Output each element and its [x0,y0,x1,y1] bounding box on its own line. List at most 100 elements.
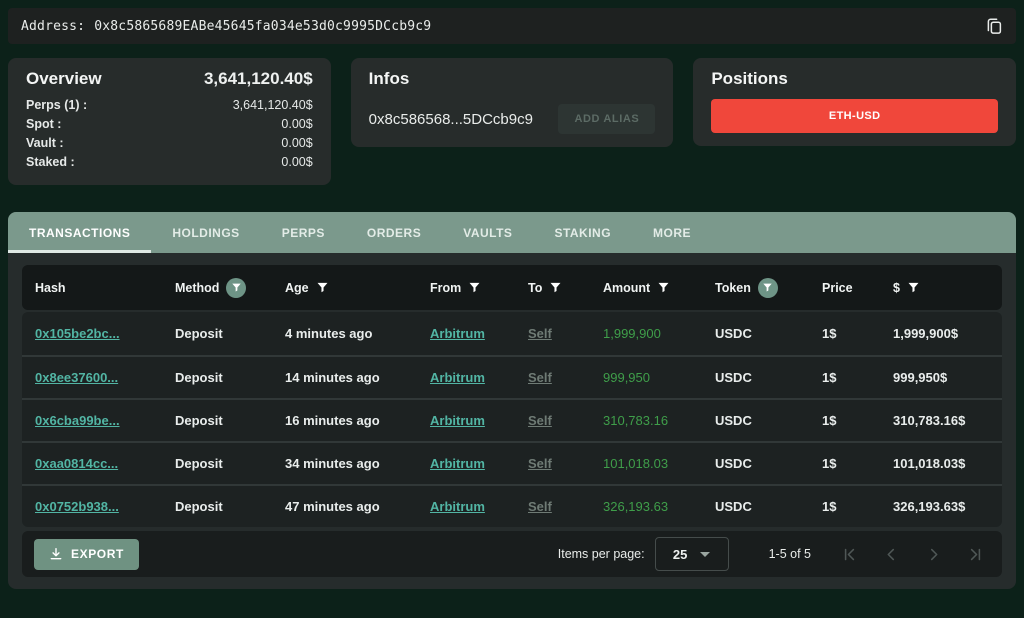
filter-icon[interactable] [226,277,247,298]
main-panel: TRANSACTIONS HOLDINGS PERPS ORDERS VAULTS STA… [8,212,1016,589]
column-header-usd: $ [880,281,1002,295]
overview-row-value: 0.00$ [281,155,313,169]
from-link[interactable]: Arbitrum [430,499,485,514]
active-tab-underline [8,250,152,253]
age-cell: 4 minutes ago [285,326,373,341]
hash-link[interactable]: 0xaa0814cc... [35,456,119,471]
previous-page-button[interactable] [877,540,906,569]
method-cell: Deposit [175,326,223,341]
items-per-page-value: 25 [672,546,688,562]
tab-label: HOLDINGS [172,225,240,240]
to-link[interactable]: Self [528,370,552,385]
price-cell: 1$ [822,456,837,471]
tab-perps[interactable]: PERPS [261,212,346,253]
overview-row-perps-1: Perps (1) : 3,641,120.40$ [26,96,313,115]
to-link[interactable]: Self [528,326,552,341]
column-label: Method [175,280,220,295]
copy-icon [985,16,1003,36]
from-link[interactable]: Arbitrum [430,326,485,341]
last-page-button[interactable] [961,540,990,569]
from-link[interactable]: Arbitrum [430,413,485,428]
positions-list: ETH-USD [711,89,999,133]
download-icon [49,547,63,561]
first-page-button[interactable] [835,540,864,569]
tab-staking[interactable]: STAKING [533,212,632,253]
address-label: Address: [21,18,86,34]
method-cell: Deposit [175,499,223,514]
add-alias-button[interactable]: ADD ALIAS [558,104,656,134]
to-link[interactable]: Self [528,456,552,471]
hash-link[interactable]: 0x105be2bc... [35,326,120,341]
table-row: 0x105be2bc... Deposit 4 minutes ago Arbitru… [22,312,1002,355]
items-per-page-label: Items per page: [557,547,645,561]
column-label: Amount [603,280,651,295]
first-page-icon [841,546,858,563]
token-cell: USDC [715,456,752,471]
column-header-from: From [417,281,515,295]
amount-cell: 1,999,900 [603,326,661,341]
table-row: 0xaa0814cc... Deposit 34 minutes ago Arbitr… [22,441,1002,484]
transactions-table: Hash Method Age From To Amount Token Price $ 0x1… [8,253,1016,589]
positions-title: Positions [711,69,788,88]
overview-row-value: 0.00$ [281,136,313,150]
summary-cards: Overview 3,641,120.40$ Perps (1) : 3,641,… [8,58,1017,185]
copy-address-button[interactable] [985,16,1003,36]
tab-vaults[interactable]: VAULTS [442,212,533,253]
export-button[interactable]: EXPORT [34,538,139,570]
filter-icon[interactable] [757,277,778,298]
price-cell: 1$ [822,326,837,341]
to-link[interactable]: Self [528,413,552,428]
from-link[interactable]: Arbitrum [430,370,485,385]
positions-card: Positions ETH-USD [693,58,1017,146]
tab-label: ORDERS [366,225,422,240]
filter-icon[interactable] [657,281,670,294]
method-cell: Deposit [175,370,223,385]
tab-transactions[interactable]: TRANSACTIONS [8,212,152,253]
column-header-token: Token [702,277,809,298]
filter-icon[interactable] [549,281,562,294]
token-cell: USDC [715,413,752,428]
pagination-controls: Items per page: 25 1-5 of 5 [558,537,990,571]
next-page-button[interactable] [919,540,948,569]
infos-title: Infos [368,69,410,88]
overview-breakdown: Perps (1) :3,641,120.40$ Spot :0.00$ Vault… [26,96,313,172]
overview-row-value: 3,641,120.40$ [232,98,313,112]
amount-cell: 101,018.03 [603,456,669,471]
overview-card: Overview 3,641,120.40$ Perps (1) : 3,641,… [8,58,331,185]
usd-value-cell: 326,193.63$ [893,499,966,514]
hash-link[interactable]: 0x6cba99be... [35,413,120,428]
tab-more[interactable]: MORE [632,212,712,253]
to-link[interactable]: Self [528,499,552,514]
tab-holdings[interactable]: HOLDINGS [151,212,260,253]
hash-link[interactable]: 0x8ee37600... [35,370,119,385]
column-label: Age [285,280,309,295]
from-link[interactable]: Arbitrum [430,456,485,471]
export-label: EXPORT [71,547,124,561]
position-button-eth-usd[interactable]: ETH-USD [711,99,999,133]
short-address: 0x8c586568...5DCcb9c9 [368,110,533,128]
tab-orders[interactable]: ORDERS [346,212,442,253]
price-cell: 1$ [822,370,837,385]
token-cell: USDC [715,326,752,341]
table-footer: EXPORT Items per page: 25 1-5 of 5 [22,531,1002,577]
items-per-page-select[interactable]: 25 [654,537,729,571]
filter-icon[interactable] [907,281,920,294]
overview-row-staked: Staked : 0.00$ [26,153,313,172]
usd-value-cell: 999,950$ [893,370,948,385]
last-page-icon [967,546,984,563]
method-cell: Deposit [175,413,223,428]
usd-value-cell: 101,018.03$ [893,456,966,471]
overview-row-label: Perps (1) : [26,98,88,112]
age-cell: 34 minutes ago [285,456,380,471]
table-body: 0x105be2bc... Deposit 4 minutes ago Arbitru… [22,312,1002,527]
address-line: Address: 0x8c5865689EABe45645fa034e53d0c… [21,19,431,34]
filter-icon[interactable] [316,281,329,294]
hash-link[interactable]: 0x0752b938... [35,499,119,514]
table-header-row: Hash Method Age From To Amount Token Price $ [22,265,1002,310]
token-cell: USDC [715,370,752,385]
column-label: From [430,280,462,295]
amount-cell: 326,193.63 [603,499,669,514]
filter-icon[interactable] [468,281,481,294]
infos-card: Infos 0x8c586568...5DCcb9c9 ADD ALIAS [350,58,674,147]
table-row: 0x0752b938... Deposit 47 minutes ago Arbitr… [22,484,1002,527]
